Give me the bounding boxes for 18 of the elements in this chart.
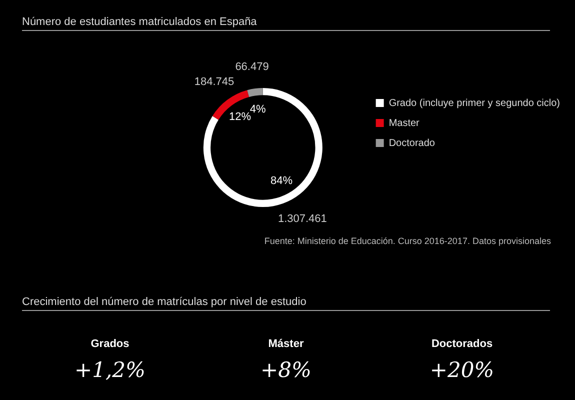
legend-label: Doctorado <box>388 138 436 149</box>
data-label: 66.479 <box>235 60 269 73</box>
text: Doctorados <box>430 338 494 350</box>
text: Grados <box>90 338 130 350</box>
text: 84% <box>270 175 293 188</box>
text: Crecimiento del número de matrículas por nivel de estudio <box>22 296 550 311</box>
chart-title: Número de estudiantes matriculados en España <box>22 16 550 31</box>
text: 4% <box>250 104 266 116</box>
text: +8% <box>260 358 312 382</box>
text: +20% <box>428 358 496 382</box>
text: Máster <box>267 338 305 350</box>
data-label: 1.307.461 <box>278 212 327 225</box>
text: 12% <box>228 110 252 123</box>
legend-label: Master <box>388 118 420 129</box>
data-label: 184.745 <box>194 76 234 88</box>
text: +1,2% <box>74 358 146 382</box>
legend-label: Grado (incluye primer y segundo ciclo) <box>388 98 560 109</box>
source-note: Fuente: Ministerio de Educación. Curso 2016-2017. Datos provisionales <box>264 236 551 246</box>
